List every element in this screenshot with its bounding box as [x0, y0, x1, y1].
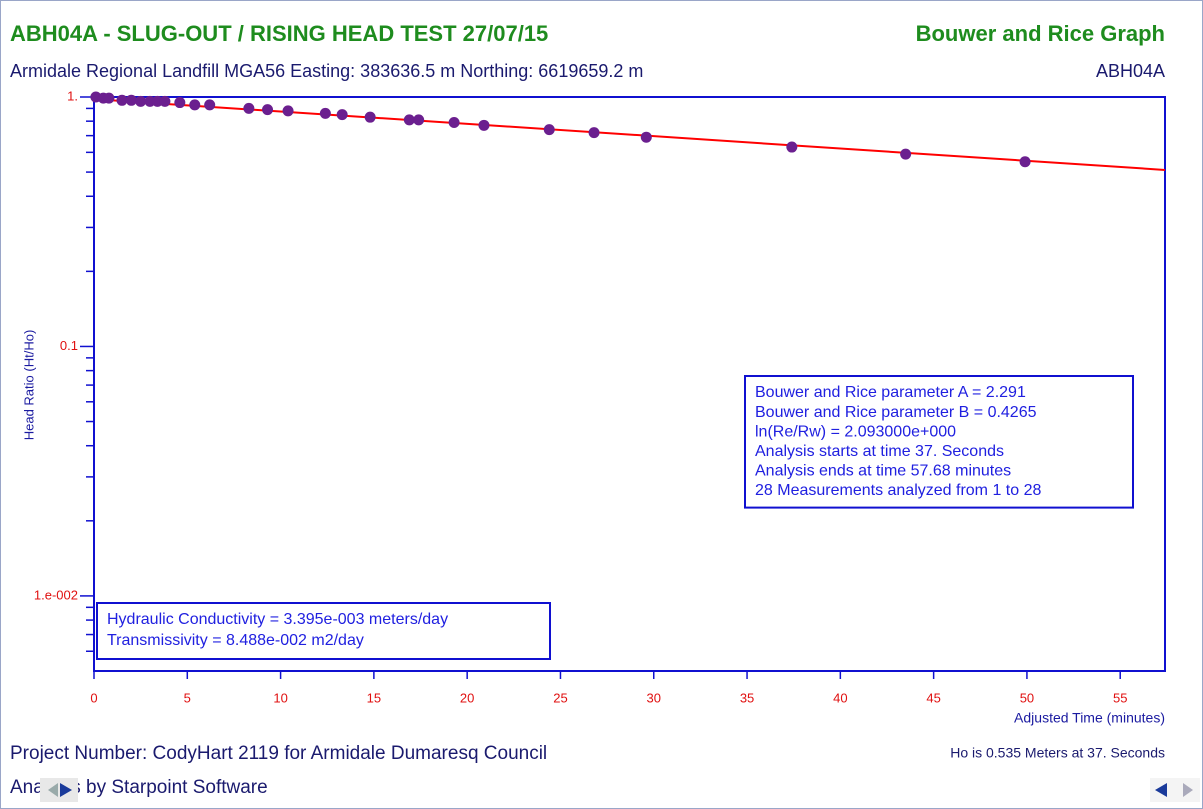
- box-text: Bouwer and Rice parameter A = 2.291: [755, 384, 1026, 401]
- data-point: [319, 107, 331, 119]
- box-text: Analysis starts at time 37. Seconds: [755, 443, 1004, 460]
- x-tick-label: 20: [460, 690, 474, 705]
- data-point: [282, 105, 294, 117]
- x-tick-label: 30: [647, 690, 661, 705]
- data-point: [448, 117, 460, 129]
- data-point: [413, 114, 425, 126]
- data-point: [159, 95, 171, 107]
- data-point: [588, 127, 600, 139]
- y-tick-label: 0.1: [60, 338, 78, 353]
- box-text: 28 Measurements analyzed from 1 to 28: [755, 482, 1041, 499]
- data-point: [135, 95, 147, 107]
- data-point: [125, 94, 137, 106]
- data-point: [243, 102, 255, 114]
- data-point: [174, 97, 186, 109]
- data-point: [640, 131, 652, 143]
- y-tick-label: 1.e-002: [34, 587, 78, 602]
- x-tick-label: 25: [553, 690, 567, 705]
- x-tick-label: 0: [90, 690, 97, 705]
- nav-right[interactable]: [1150, 778, 1200, 802]
- box-text: Analysis ends at time 57.68 minutes: [755, 463, 1011, 480]
- data-point: [364, 111, 376, 123]
- data-point: [189, 99, 201, 111]
- data-point: [403, 114, 415, 126]
- data-point: [900, 148, 912, 160]
- chart-title: ABH04A - SLUG-OUT / RISING HEAD TEST 27/…: [10, 21, 548, 46]
- footer-text: Project Number: CodyHart 2119 for Armida…: [10, 743, 547, 764]
- data-point: [786, 141, 798, 153]
- x-tick-label: 35: [740, 690, 754, 705]
- data-point: [1019, 156, 1031, 168]
- x-tick-label: 10: [273, 690, 287, 705]
- nav-left[interactable]: [40, 778, 78, 802]
- subtitle: Armidale Regional Landfill MGA56 Easting…: [10, 61, 643, 81]
- y-tick-label: 1.: [67, 88, 78, 103]
- x-tick-label: 45: [926, 690, 940, 705]
- y-axis-label: Head Ratio (Ht/Ho): [21, 330, 36, 441]
- x-tick-label: 40: [833, 690, 847, 705]
- plot-area: [93, 96, 1166, 672]
- box-text: Hydraulic Conductivity = 3.395e-003 mete…: [107, 611, 448, 628]
- x-tick-label: 50: [1020, 690, 1034, 705]
- data-point: [543, 124, 555, 136]
- box-text: Bouwer and Rice parameter B = 0.4265: [755, 404, 1037, 421]
- box-text: ln(Re/Rw) = 2.093000e+000: [755, 423, 956, 440]
- x-tick-label: 15: [367, 690, 381, 705]
- data-point: [262, 104, 274, 116]
- box-text: Transmissivity = 8.488e-002 m2/day: [107, 632, 364, 649]
- data-point: [478, 119, 490, 131]
- x-axis-label: Adjusted Time (minutes): [1014, 710, 1165, 726]
- data-point: [204, 99, 216, 111]
- x-tick-label: 5: [184, 690, 191, 705]
- data-point: [336, 109, 348, 121]
- subtitle-right: ABH04A: [1096, 61, 1165, 81]
- footer-text: Ho is 0.535 Meters at 37. Seconds: [950, 745, 1165, 761]
- x-tick-label: 55: [1113, 690, 1127, 705]
- chart-title-right: Bouwer and Rice Graph: [916, 21, 1165, 46]
- data-point: [103, 92, 115, 104]
- text-box: [744, 375, 1134, 509]
- text-box: [96, 602, 551, 660]
- data-point: [116, 94, 128, 106]
